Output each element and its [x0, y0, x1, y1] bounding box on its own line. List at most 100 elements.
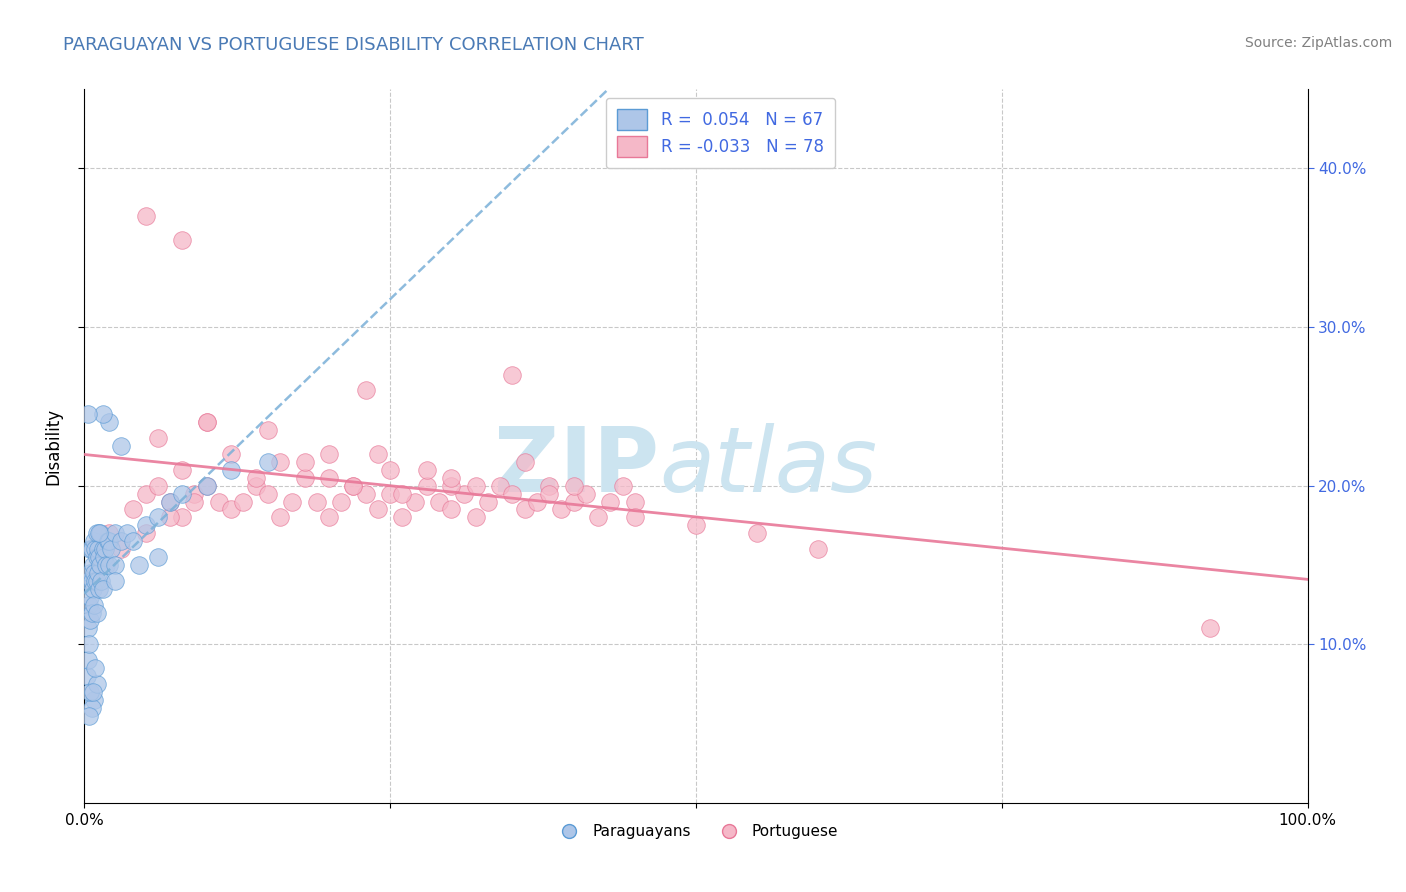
Point	[87, 526, 110, 541]
Point	[575, 486, 598, 500]
Point	[97, 534, 120, 549]
Point	[354, 486, 377, 500]
Point	[367, 447, 389, 461]
Point	[122, 534, 145, 549]
Point	[219, 447, 242, 461]
Point	[489, 478, 512, 492]
Point	[83, 598, 105, 612]
Point	[172, 463, 194, 477]
Point	[513, 502, 536, 516]
Point	[80, 606, 103, 620]
Point	[86, 526, 108, 541]
Point	[257, 486, 280, 500]
Point	[195, 478, 218, 492]
Point	[80, 700, 103, 714]
Point	[146, 510, 169, 524]
Point	[427, 494, 450, 508]
Point	[440, 478, 463, 492]
Point	[464, 510, 486, 524]
Point	[404, 494, 426, 508]
Point	[172, 510, 194, 524]
Point	[76, 669, 98, 683]
Point	[93, 549, 115, 564]
Point	[354, 384, 377, 398]
Point	[159, 510, 181, 524]
Point	[183, 486, 205, 500]
Point	[416, 478, 439, 492]
Text: ZIP: ZIP	[494, 424, 659, 511]
Point	[77, 407, 100, 421]
Point	[77, 653, 100, 667]
Point	[330, 494, 353, 508]
Point	[380, 486, 402, 500]
Point	[86, 606, 108, 620]
Point	[79, 542, 101, 557]
Point	[86, 549, 108, 564]
Point	[77, 574, 100, 588]
Point	[172, 233, 194, 247]
Point	[135, 209, 157, 223]
Point	[97, 415, 120, 429]
Point	[562, 478, 585, 492]
Point	[91, 582, 114, 596]
Point	[391, 486, 413, 500]
Point	[89, 526, 111, 541]
Point	[135, 526, 157, 541]
Point	[599, 494, 621, 508]
Point	[586, 510, 609, 524]
Point	[624, 494, 647, 508]
Point	[342, 478, 364, 492]
Point	[294, 471, 316, 485]
Text: PARAGUAYAN VS PORTUGUESE DISABILITY CORRELATION CHART: PARAGUAYAN VS PORTUGUESE DISABILITY CORR…	[63, 36, 644, 54]
Point	[318, 510, 340, 524]
Point	[318, 471, 340, 485]
Point	[91, 542, 114, 557]
Point	[86, 574, 108, 588]
Point	[464, 478, 486, 492]
Point	[245, 478, 267, 492]
Point	[367, 502, 389, 516]
Point	[84, 542, 107, 557]
Text: atlas: atlas	[659, 424, 877, 511]
Y-axis label: Disability: Disability	[45, 408, 63, 484]
Point	[84, 574, 107, 588]
Legend: Paraguayans, Portuguese: Paraguayans, Portuguese	[548, 818, 844, 845]
Point	[159, 494, 181, 508]
Point	[305, 494, 328, 508]
Point	[104, 526, 127, 541]
Point	[135, 486, 157, 500]
Point	[96, 558, 118, 572]
Point	[104, 558, 127, 572]
Point	[502, 486, 524, 500]
Point	[294, 455, 316, 469]
Point	[87, 566, 110, 580]
Point	[128, 558, 150, 572]
Point	[135, 518, 157, 533]
Point	[115, 526, 138, 541]
Point	[80, 574, 103, 588]
Point	[538, 486, 561, 500]
Point	[83, 692, 105, 706]
Point	[269, 455, 291, 469]
Point	[513, 455, 536, 469]
Point	[89, 558, 111, 572]
Point	[110, 534, 132, 549]
Point	[146, 478, 169, 492]
Point	[77, 708, 100, 723]
Point	[245, 471, 267, 485]
Point	[82, 582, 104, 596]
Point	[550, 502, 572, 516]
Point	[104, 574, 127, 588]
Point	[195, 415, 218, 429]
Point	[391, 510, 413, 524]
Point	[526, 494, 548, 508]
Point	[94, 542, 117, 557]
Point	[79, 566, 101, 580]
Point	[79, 614, 101, 628]
Point	[685, 518, 707, 533]
Point	[82, 558, 104, 572]
Point	[440, 502, 463, 516]
Point	[342, 478, 364, 492]
Point	[82, 685, 104, 699]
Point	[219, 502, 242, 516]
